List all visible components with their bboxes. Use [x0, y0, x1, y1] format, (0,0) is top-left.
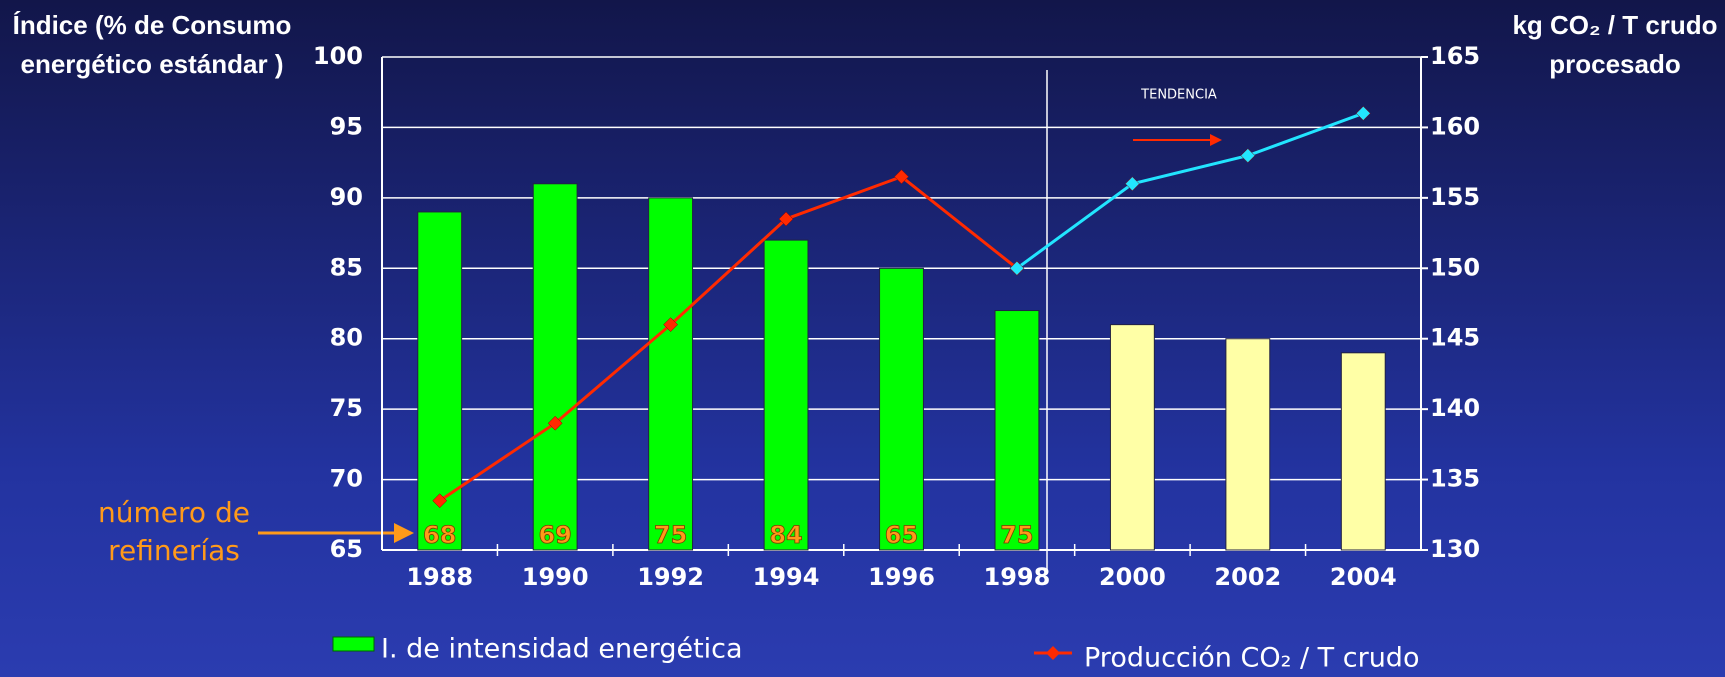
y2-tick-label: 135	[1430, 465, 1480, 493]
y2-tick-label: 155	[1430, 183, 1480, 211]
annotation: refinerías	[108, 534, 240, 567]
y-tick-label: 65	[330, 535, 363, 563]
marker	[1009, 260, 1025, 276]
trend-arrow-head	[1210, 134, 1222, 146]
bar	[763, 239, 809, 551]
x-tick-label: 1996	[868, 563, 935, 591]
refinery-count: 69	[538, 521, 571, 549]
bar	[994, 310, 1040, 551]
annotation-arrow-head	[394, 523, 414, 543]
bar	[648, 197, 694, 551]
annotation: número de	[98, 496, 250, 529]
marker	[432, 493, 448, 509]
y2-tick-label: 130	[1430, 535, 1480, 563]
y2-axis-label: procesado	[1549, 49, 1681, 79]
y-axis-label: energético estándar )	[21, 49, 284, 79]
marker	[663, 317, 678, 332]
x-tick-label: 1990	[522, 563, 589, 591]
legend-label: Producción CO₂ / T crudo	[1084, 643, 1419, 674]
refinery-count: 75	[654, 521, 687, 549]
bar	[1340, 352, 1386, 551]
x-tick-label: 1992	[637, 563, 704, 591]
bar	[532, 183, 578, 551]
bar	[1225, 338, 1271, 551]
refinery-count: 68	[423, 521, 456, 549]
y2-tick-label: 165	[1430, 42, 1480, 70]
y-tick-label: 85	[330, 253, 363, 281]
y-tick-label: 90	[330, 183, 363, 211]
y2-tick-label: 145	[1430, 324, 1480, 352]
y-tick-label: 70	[330, 465, 363, 493]
x-tick-label: 2004	[1330, 563, 1397, 591]
refinery-count: 84	[769, 521, 802, 549]
x-tick-label: 1994	[753, 563, 820, 591]
y2-tick-label: 140	[1430, 394, 1480, 422]
x-tick-label: 2002	[1214, 563, 1281, 591]
y2-tick-label: 150	[1430, 253, 1480, 281]
bar	[1109, 324, 1155, 551]
y2-axis-label: kg CO₂ / T crudo	[1512, 10, 1717, 40]
line	[438, 175, 1018, 502]
y-tick-label: 75	[330, 394, 363, 422]
legend-swatch	[1046, 646, 1060, 660]
legend-label: I. de intensidad energética	[381, 634, 743, 665]
x-tick-label: 1988	[406, 563, 473, 591]
line	[1016, 111, 1364, 270]
x-tick-label: 1998	[984, 563, 1051, 591]
marker	[1125, 176, 1140, 192]
marker	[894, 169, 909, 185]
y2-tick-label: 160	[1430, 112, 1480, 140]
marker	[1240, 148, 1256, 163]
y-tick-label: 95	[330, 112, 363, 140]
refinery-count: 65	[885, 521, 918, 549]
trend-label: TENDENCIA	[1140, 88, 1217, 103]
y-tick-label: 100	[313, 42, 363, 70]
marker	[778, 211, 794, 227]
marker	[547, 415, 563, 431]
bar	[879, 267, 924, 551]
refinery-count: 75	[1000, 521, 1033, 549]
x-tick-label: 2000	[1099, 563, 1166, 591]
legend-swatch	[332, 636, 375, 652]
y-tick-label: 80	[330, 324, 363, 352]
marker	[1355, 105, 1371, 121]
y-axis-label: Índice (% de Consumo	[13, 10, 292, 40]
